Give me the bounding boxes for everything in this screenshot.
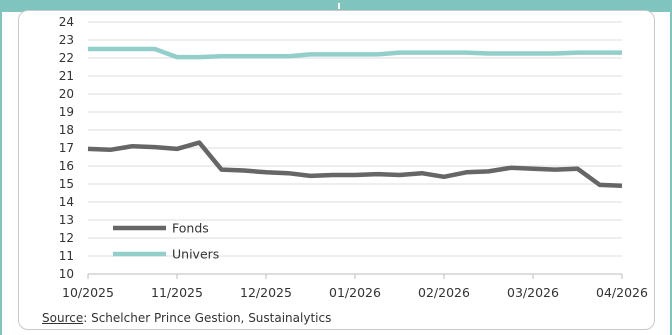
x-tick-label: 03/2026	[507, 285, 559, 300]
y-tick-label: 22	[59, 51, 74, 65]
y-tick-label: 11	[59, 249, 74, 263]
x-tick-label: 01/2026	[329, 285, 381, 300]
source-note: Source: Schelcher Prince Gestion, Sustai…	[42, 311, 331, 325]
y-tick-label: 10	[59, 267, 74, 281]
y-tick-label: 21	[59, 69, 74, 83]
header-marker	[338, 3, 340, 9]
y-tick-label: 18	[59, 123, 74, 137]
frame-right-edge	[670, 12, 672, 335]
y-tick-label: 17	[59, 141, 74, 155]
series-line-univers	[88, 46, 622, 60]
y-tick-label: 20	[59, 87, 74, 101]
x-tick-label: 12/2025	[240, 285, 292, 300]
y-tick-label: 15	[59, 177, 74, 191]
y-tick-label: 19	[59, 105, 74, 119]
y-tick-label: 16	[59, 159, 74, 173]
y-tick-label: 12	[59, 231, 74, 245]
y-tick-label: 14	[59, 195, 74, 209]
source-text: : Schelcher Prince Gestion, Sustainalyti…	[83, 311, 332, 325]
source-label: Source	[42, 311, 84, 325]
x-tick-label: 02/2026	[418, 285, 470, 300]
series-line-fonds	[87, 140, 623, 189]
x-tick-label: 11/2025	[151, 285, 203, 300]
y-tick-label: 23	[59, 33, 74, 47]
x-tick-label: 10/2025	[62, 285, 114, 300]
header-band	[0, 0, 672, 12]
legend-label-univers: Univers	[172, 247, 219, 262]
y-tick-label: 13	[59, 213, 74, 227]
y-tick-label: 24	[59, 15, 74, 29]
legend-label-fonds: Fonds	[172, 221, 209, 236]
frame-left-edge	[0, 12, 2, 335]
x-tick-label: 04/2026	[596, 285, 648, 300]
